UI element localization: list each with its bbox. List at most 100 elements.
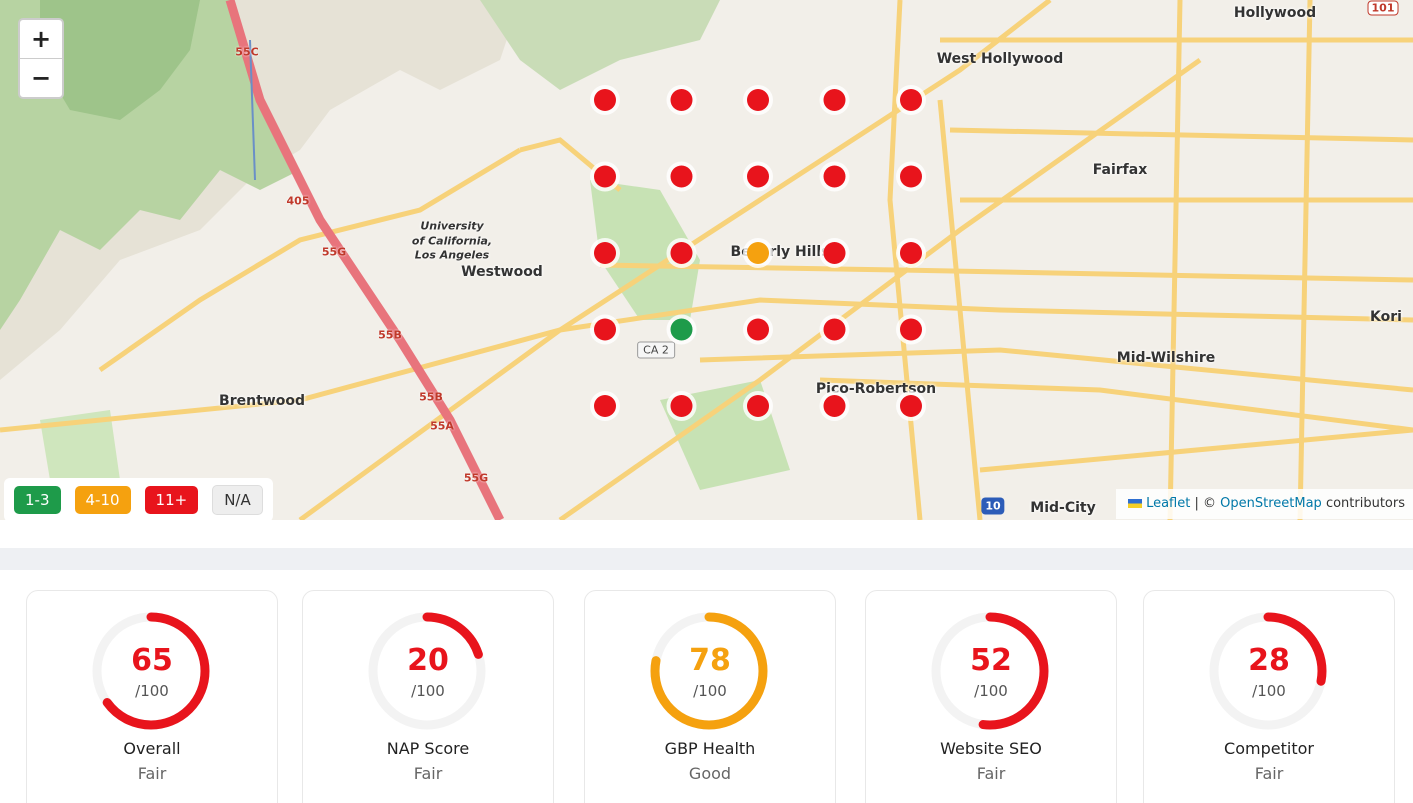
- score-status: Fair: [976, 764, 1006, 783]
- rank-dot: [670, 165, 693, 188]
- rank-dot: [900, 165, 922, 188]
- zoom-in-button[interactable]: +: [30, 25, 52, 53]
- rank-dot: [670, 89, 693, 111]
- route-shield: 55G: [463, 471, 489, 485]
- rank-dot: [670, 318, 693, 341]
- score-card: 78/100 GBP Health Good: [584, 590, 836, 803]
- ring-arc: [931, 612, 1049, 730]
- attribution-separator: | ©: [1194, 496, 1216, 511]
- map[interactable]: Hollywood West Hollywood Fairfax Univers…: [0, 0, 1413, 520]
- score-ring: [650, 612, 768, 730]
- flag-icon: [1127, 499, 1142, 508]
- rank-dot: [594, 242, 616, 264]
- rank-dot: [900, 395, 922, 417]
- route-shield: 55A: [430, 419, 454, 433]
- score-ring: [1209, 612, 1327, 730]
- score-card: 28/100 Competitor Fair: [1143, 590, 1395, 803]
- rank-dot: [823, 165, 846, 188]
- rank-dot: [594, 89, 616, 111]
- attribution-suffix: contributors: [1325, 496, 1405, 511]
- route-shield: 55B: [419, 390, 443, 404]
- score-label: NAP Score: [386, 739, 470, 758]
- osm-link[interactable]: OpenStreetMap: [1220, 496, 1322, 511]
- score-status: Fair: [137, 764, 167, 783]
- rank-dot: [594, 165, 616, 188]
- place-label: University: [420, 219, 484, 233]
- score-max: /100: [974, 682, 1008, 700]
- score-max: /100: [411, 682, 445, 700]
- score-ring: [92, 612, 210, 730]
- score-ring: [931, 612, 1049, 730]
- rank-dot: [747, 395, 769, 417]
- score-card: 65/100 Overall Fair: [26, 590, 278, 803]
- score-value: 28: [1248, 643, 1290, 678]
- ring-arc: [1209, 612, 1327, 730]
- place-label: Los Angeles: [414, 248, 490, 262]
- legend: 1-3 4-10 11+ N/A: [4, 478, 273, 520]
- route-shield: 405: [286, 194, 310, 208]
- route-shield: CA 2: [637, 341, 675, 359]
- place-label: Brentwood: [219, 393, 305, 409]
- attribution: Leaflet | © OpenStreetMap contributors: [1115, 489, 1413, 519]
- legend-item: 4-10: [74, 486, 131, 514]
- place-label: Fairfax: [1092, 162, 1148, 178]
- divider: [0, 548, 1413, 570]
- score-status: Good: [688, 764, 732, 783]
- rank-dot: [594, 395, 616, 417]
- route-shield: 55C: [235, 45, 259, 59]
- route-shield: 101: [1367, 0, 1399, 16]
- place-label: Westwood: [461, 264, 543, 280]
- zoom-control: + −: [18, 18, 64, 99]
- route-shield: 10: [981, 497, 1005, 515]
- place-label: Hollywood: [1233, 5, 1317, 21]
- ring-arc: [650, 612, 768, 730]
- score-label: GBP Health: [664, 739, 756, 758]
- score-ring: [368, 612, 486, 730]
- score-value: 65: [131, 643, 173, 678]
- score-max: /100: [1252, 682, 1286, 700]
- score-status: Fair: [1254, 764, 1284, 783]
- route-shield: 55G: [321, 245, 347, 259]
- rank-grid: [590, 85, 926, 421]
- score-value: 78: [689, 643, 731, 678]
- legend-item: 11+: [144, 486, 199, 514]
- ring-arc: [92, 612, 210, 730]
- rank-dot: [670, 395, 693, 417]
- rank-dot: [594, 318, 616, 341]
- rank-dot: [670, 242, 693, 264]
- rank-dot: [900, 242, 922, 264]
- leaflet-link[interactable]: Leaflet: [1146, 496, 1191, 511]
- rank-dot: [747, 318, 769, 341]
- rank-dot: [823, 89, 846, 111]
- score-label: Competitor: [1224, 739, 1314, 758]
- place-label: West Hollywood: [936, 51, 1064, 67]
- rank-dot: [900, 318, 922, 341]
- score-value: 20: [407, 643, 449, 678]
- score-status: Fair: [413, 764, 443, 783]
- route-shield: 55B: [378, 328, 402, 342]
- score-max: /100: [135, 682, 169, 700]
- score-card: 20/100 NAP Score Fair: [302, 590, 554, 803]
- map-tiles: [0, 0, 1413, 520]
- place-label: Kori: [1370, 309, 1402, 325]
- rank-dot: [823, 395, 846, 417]
- rank-dot: [747, 89, 769, 111]
- score-card: 52/100 Website SEO Fair: [865, 590, 1117, 803]
- rank-dot: [900, 89, 922, 111]
- score-max: /100: [693, 682, 727, 700]
- place-label: Mid-City: [1030, 500, 1096, 516]
- zoom-out-button[interactable]: −: [20, 58, 62, 97]
- ring-arc: [368, 612, 486, 730]
- legend-item: 1-3: [14, 486, 61, 514]
- score-value: 52: [970, 643, 1012, 678]
- rank-dot: [747, 165, 769, 188]
- place-label: of California,: [411, 234, 493, 248]
- legend-item: N/A: [212, 485, 263, 515]
- rank-dot: [823, 242, 846, 264]
- score-label: Website SEO: [940, 739, 1042, 758]
- rank-dot: [747, 242, 769, 264]
- score-label: Overall: [123, 739, 181, 758]
- rank-dot: [823, 318, 846, 341]
- place-label: Mid-Wilshire: [1116, 350, 1216, 366]
